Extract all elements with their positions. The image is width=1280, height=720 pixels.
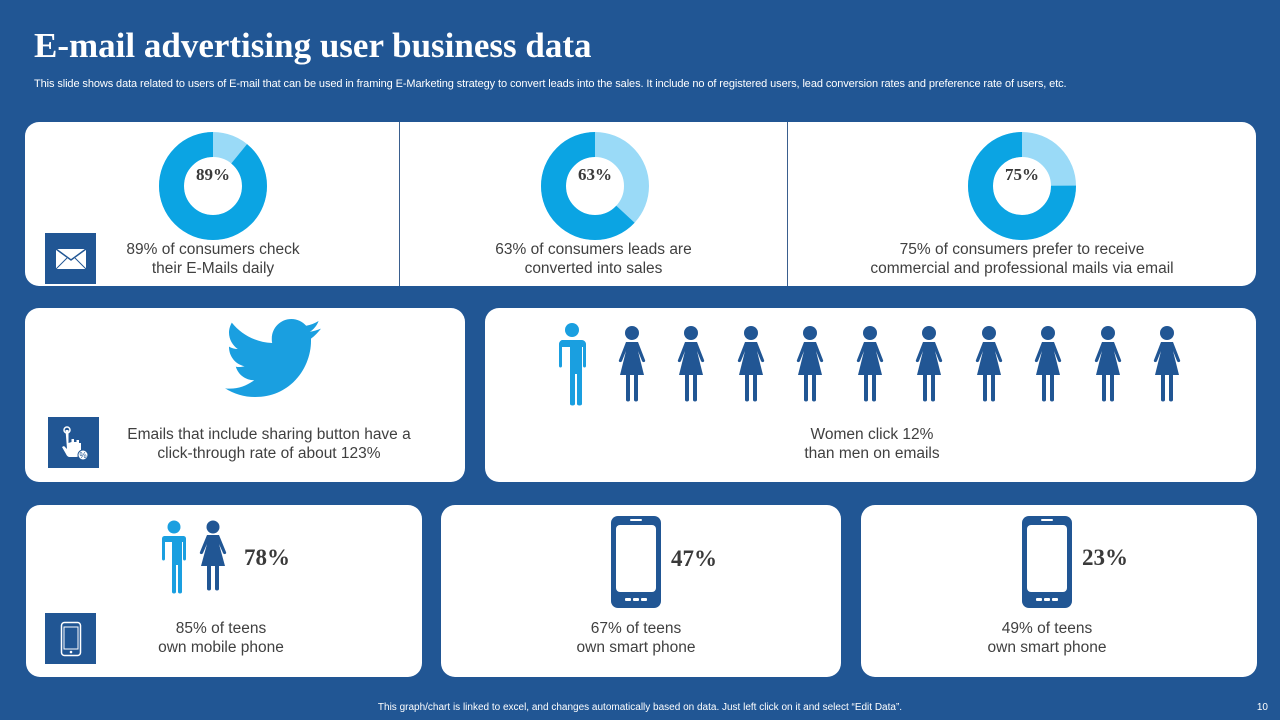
gender-card: Women click 12% than men on emails bbox=[485, 308, 1256, 482]
caption-line: 67% of teens bbox=[590, 620, 682, 637]
phone-stat-card: 47% 67% of teens own smart phone bbox=[441, 505, 841, 677]
caption-line: Emails that include sharing button have … bbox=[127, 426, 411, 443]
stat-percent: 23% bbox=[1082, 545, 1128, 570]
caption-line: their E-Mails daily bbox=[151, 260, 275, 277]
stat-item: 63% 63% of consumers leads are converted… bbox=[400, 122, 787, 286]
donut-percent: 89% bbox=[196, 165, 230, 184]
smartphone-icon bbox=[611, 516, 661, 608]
caption-line: than men on emails bbox=[804, 445, 940, 462]
caption-line: 63% of consumers leads are bbox=[495, 241, 692, 258]
footer-note: This graph/chart is linked to excel, and… bbox=[377, 702, 903, 713]
woman-icon bbox=[975, 326, 1003, 402]
donut-percent: 63% bbox=[578, 165, 612, 184]
stat-caption: 75% of consumers prefer to receive comme… bbox=[818, 240, 1226, 278]
man-woman-icon bbox=[162, 520, 227, 594]
stat-caption: 89% of consumers check their E-Mails dai… bbox=[85, 240, 341, 278]
email-icon-box bbox=[45, 233, 96, 284]
woman-icon bbox=[618, 326, 646, 402]
woman-icon bbox=[677, 326, 705, 402]
caption-line: 85% of teens bbox=[175, 620, 267, 637]
caption-line: own mobile phone bbox=[158, 639, 284, 656]
woman-icon bbox=[796, 326, 824, 402]
donut-value-slice bbox=[968, 132, 1076, 240]
caption-line: click-through rate of about 123% bbox=[157, 445, 381, 462]
stat-caption: 67% of teens own smart phone bbox=[536, 619, 736, 657]
smartphone-icon bbox=[60, 621, 81, 656]
stat-caption: 85% of teens own mobile phone bbox=[121, 619, 321, 657]
donut-chart bbox=[159, 132, 267, 240]
phone-stat-card: 23% 49% of teens own smart phone bbox=[861, 505, 1257, 677]
hand-click-icon: % bbox=[61, 425, 88, 460]
caption-line: 49% of teens bbox=[1001, 620, 1093, 637]
stats-card: 89% 89% of consumers check their E-Mails… bbox=[25, 122, 1256, 286]
woman-icon bbox=[1034, 326, 1062, 402]
woman-icon bbox=[915, 326, 943, 402]
gender-caption: Women click 12% than men on emails bbox=[745, 425, 999, 463]
donut-chart bbox=[541, 132, 649, 240]
caption-line: own smart phone bbox=[576, 639, 696, 656]
woman-icon bbox=[1153, 326, 1181, 402]
donut-hole bbox=[994, 158, 1050, 214]
stat-percent: 78% bbox=[244, 545, 290, 570]
stat-item: 75% 75% of consumers prefer to receive c… bbox=[788, 122, 1256, 286]
caption-line: 89% of consumers check bbox=[126, 241, 300, 258]
man-icon bbox=[559, 323, 586, 406]
caption-line: 75% of consumers prefer to receive bbox=[899, 241, 1145, 258]
page-number: 10 bbox=[1256, 702, 1268, 713]
stat-item: 89% 89% of consumers check their E-Mails… bbox=[25, 122, 399, 286]
donut-value-slice bbox=[159, 132, 267, 240]
divider bbox=[399, 122, 400, 286]
svg-text:%: % bbox=[79, 451, 86, 460]
caption-line: converted into sales bbox=[524, 260, 663, 277]
donut-percent: 75% bbox=[1005, 165, 1039, 184]
woman-icon bbox=[737, 326, 765, 402]
caption-line: own smart phone bbox=[987, 639, 1107, 656]
sharing-caption: Emails that include sharing button have … bbox=[115, 425, 423, 463]
envelope-icon bbox=[55, 247, 86, 269]
donut-hole bbox=[567, 158, 623, 214]
donut-value-slice bbox=[541, 132, 649, 240]
woman-icon bbox=[856, 326, 884, 402]
stat-percent: 47% bbox=[671, 546, 717, 571]
smartphone-icon bbox=[1022, 516, 1072, 608]
divider bbox=[787, 122, 788, 286]
click-icon-box: % bbox=[48, 417, 99, 468]
page-title: E-mail advertising user business data bbox=[34, 26, 592, 65]
page-subtitle: This slide shows data related to users o… bbox=[34, 78, 1067, 90]
stat-caption: 49% of teens own smart phone bbox=[947, 619, 1147, 657]
donut-chart bbox=[968, 132, 1076, 240]
donut-hole bbox=[185, 158, 241, 214]
sharing-card: % Emails that include sharing button hav… bbox=[25, 308, 465, 482]
phone-icon-box bbox=[45, 613, 96, 664]
twitter-bird-icon bbox=[225, 319, 321, 397]
woman-icon bbox=[1094, 326, 1122, 402]
caption-line: Women click 12% bbox=[810, 426, 934, 443]
caption-line: commercial and professional mails via em… bbox=[870, 260, 1174, 277]
stat-caption: 63% of consumers leads are converted int… bbox=[440, 240, 747, 278]
phone-stat-card: 78% 85% of teens own mobile phone bbox=[26, 505, 422, 677]
